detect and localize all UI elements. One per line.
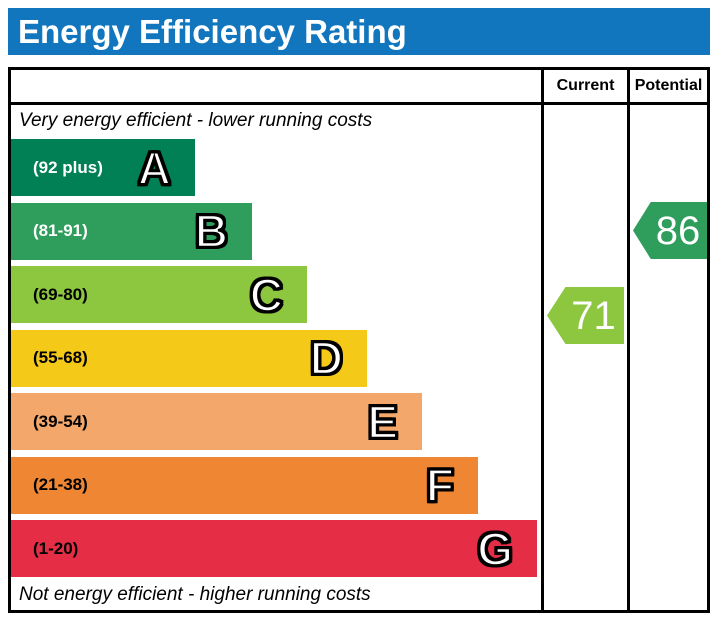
- band-b-letter: B: [194, 205, 230, 257]
- band-b-range: (81-91): [33, 221, 88, 240]
- bottom-note: Not energy efficient - higher running co…: [19, 584, 371, 605]
- title-bar: Energy Efficiency Rating: [8, 8, 710, 55]
- band-c-range: (69-80): [33, 284, 88, 304]
- column-header-current: Current: [541, 70, 627, 102]
- band-e-letter: E: [366, 395, 399, 448]
- band-a-range: (92 plus): [33, 157, 103, 177]
- band-g: (1-20) G: [11, 520, 537, 577]
- current-rating-arrow: 71: [547, 287, 624, 344]
- table-header-row: Current Potential: [11, 70, 707, 105]
- energy-rating-table: Current Potential Very energy efficient …: [8, 67, 710, 613]
- current-rating-value: 71: [571, 293, 616, 338]
- band-e-range: (39-54): [33, 411, 88, 431]
- potential-rating-arrow: 86: [633, 202, 707, 259]
- band-d-letter: D: [309, 332, 345, 384]
- potential-column: 86: [627, 105, 707, 610]
- page-title: Energy Efficiency Rating: [18, 12, 407, 50]
- current-column: 71: [541, 105, 627, 610]
- band-d-range: (55-68): [33, 348, 88, 367]
- band-c: (69-80) C: [11, 266, 307, 323]
- table-body: Very energy efficient - lower running co…: [11, 105, 707, 610]
- band-a-letter: A: [137, 141, 173, 194]
- bands-column: Very energy efficient - lower running co…: [11, 105, 541, 610]
- band-f: (21-38) F: [11, 456, 478, 514]
- potential-rating-value: 86: [655, 208, 701, 253]
- band-c-letter: C: [249, 268, 285, 321]
- band-e: (39-54) E: [11, 393, 422, 450]
- band-list: (92 plus) A (81-91) B (69-80) C (55-68) …: [11, 139, 541, 577]
- header-spacer: [11, 70, 541, 102]
- band-b: (81-91) B: [11, 202, 252, 260]
- top-note: Very energy efficient - lower running co…: [19, 110, 373, 131]
- column-header-potential: Potential: [627, 70, 707, 102]
- band-f-letter: F: [425, 459, 456, 511]
- band-f-range: (21-38): [33, 475, 88, 494]
- band-d: (55-68) D: [11, 329, 367, 387]
- band-g-letter: G: [476, 522, 514, 575]
- band-a: (92 plus) A: [11, 139, 195, 196]
- band-g-range: (1-20): [33, 538, 79, 558]
